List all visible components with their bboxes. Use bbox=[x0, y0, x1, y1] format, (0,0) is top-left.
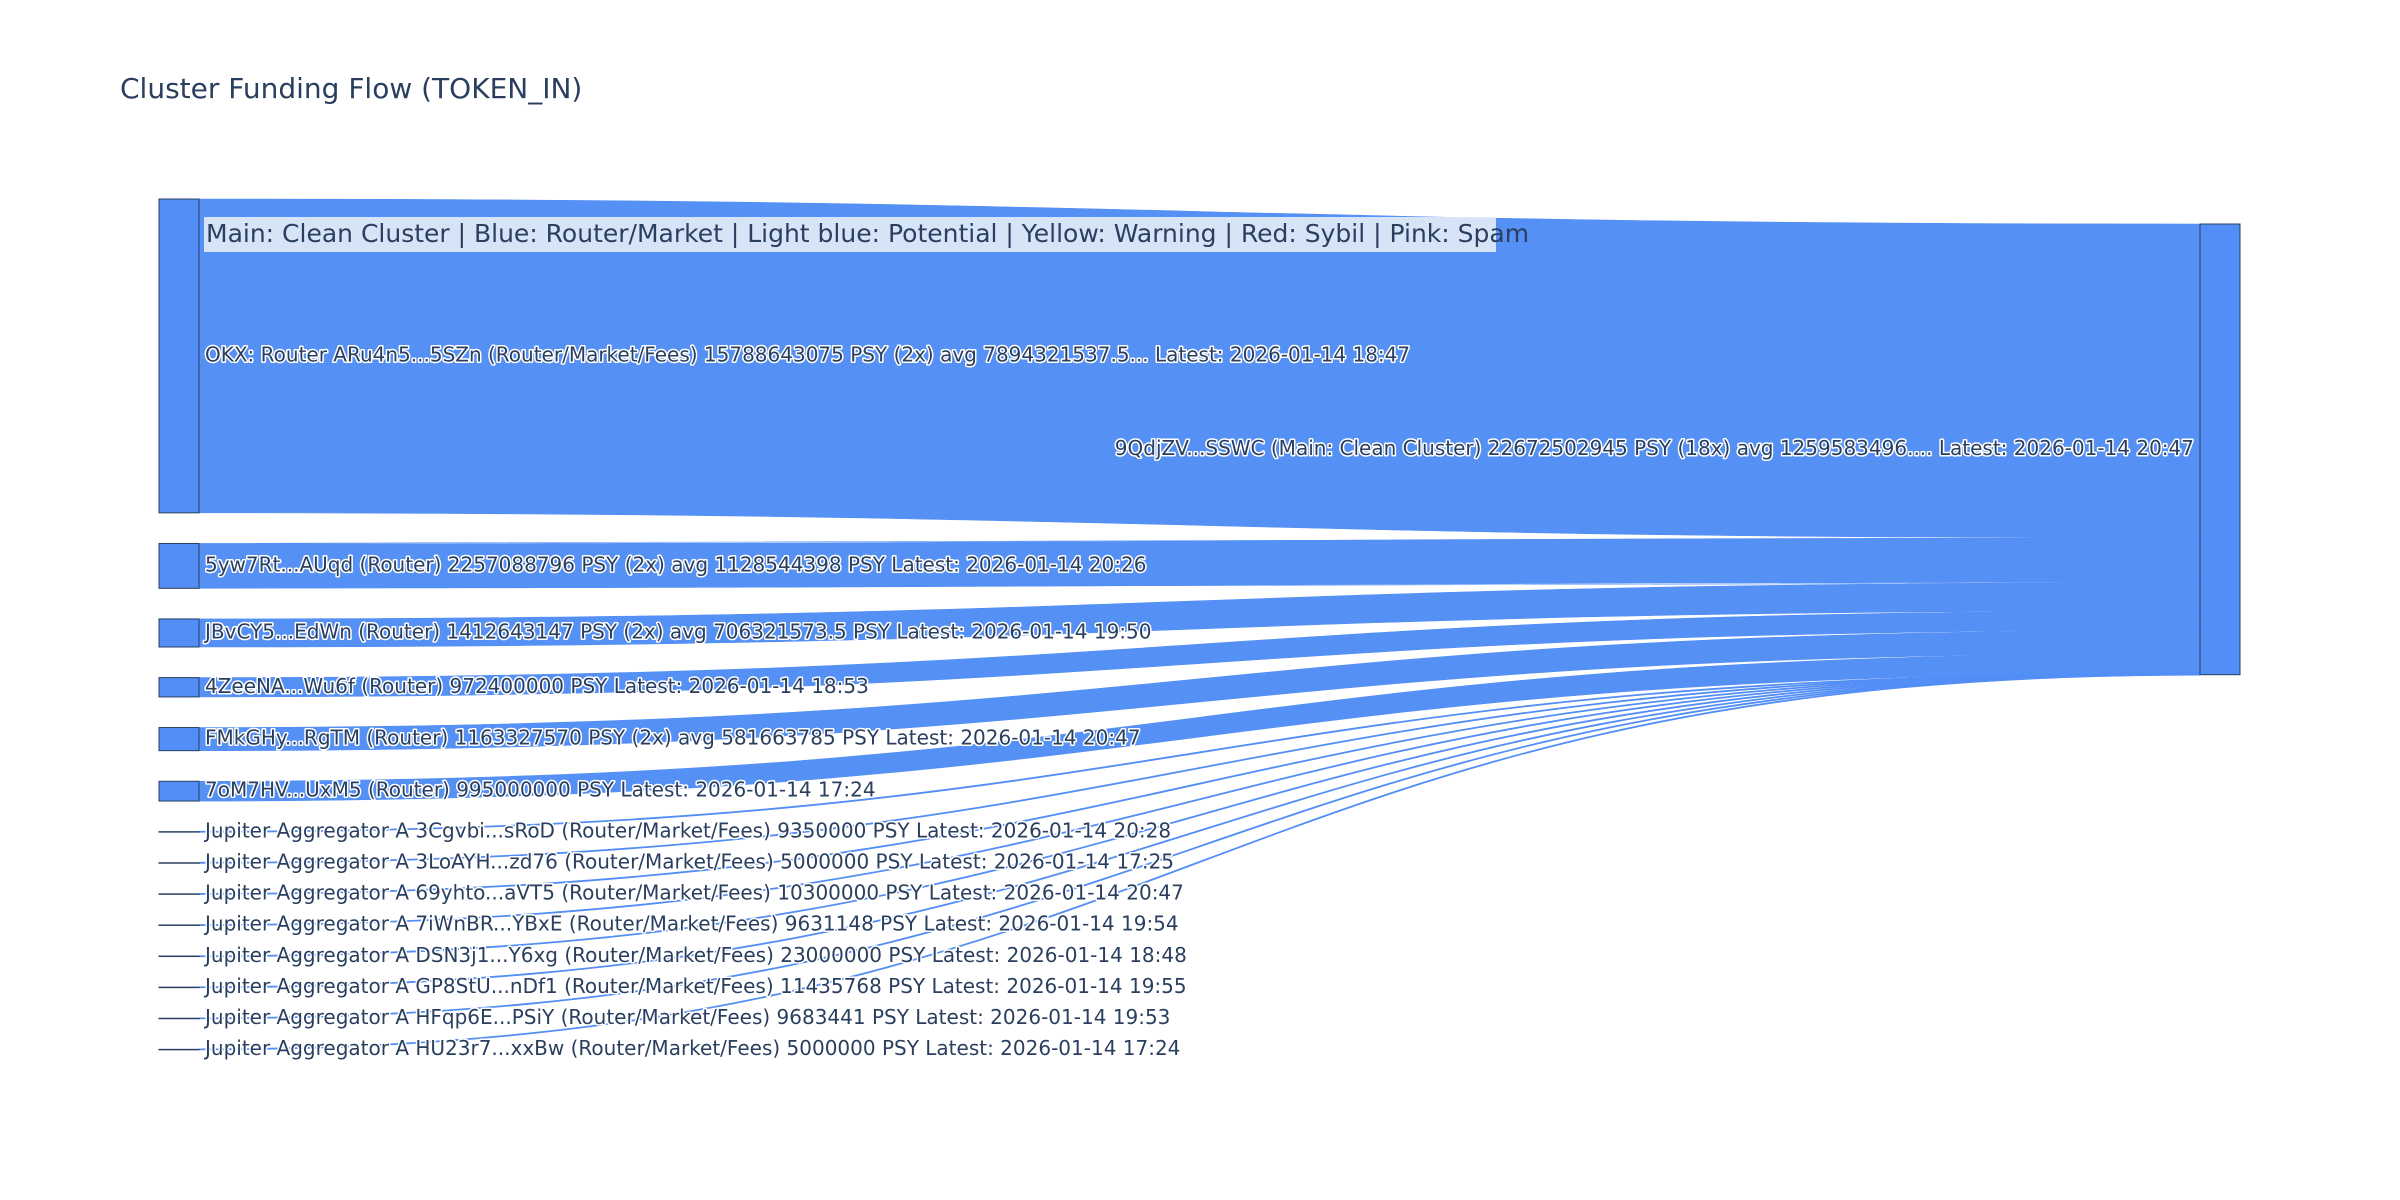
source-node bbox=[158, 198, 200, 514]
source-node bbox=[158, 831, 200, 833]
source-node bbox=[158, 1048, 200, 1051]
source-node bbox=[158, 780, 200, 802]
source-node bbox=[158, 955, 200, 958]
node-label: Jupiter Aggregator A 3LoAYH...zd76 (Rout… bbox=[203, 849, 1174, 873]
link bbox=[198, 673, 2201, 1020]
source-node bbox=[158, 862, 200, 864]
node-label: 5yw7Rt...AUqd (Router) 2257088796 PSY (2… bbox=[205, 552, 1146, 576]
source-node bbox=[158, 1017, 200, 1020]
source-node bbox=[158, 542, 200, 589]
source-node bbox=[158, 618, 200, 648]
labels: OKX: Router ARu4n5...5SZn (Router/Market… bbox=[202, 341, 2196, 1062]
node-label: FMkGHy...RgTM (Router) 1163327570 PSY (2… bbox=[205, 726, 1141, 750]
link bbox=[198, 672, 2201, 895]
node-label: Jupiter Aggregator A 7iWnBR...YBxE (Rout… bbox=[203, 912, 1179, 936]
node-label: Jupiter Aggregator A HFqp6E...PSiY (Rout… bbox=[203, 1005, 1170, 1029]
link bbox=[198, 672, 2201, 926]
node-label: OKX: Router ARu4n5...5SZn (Router/Market… bbox=[205, 342, 1410, 366]
annotation: Main: Clean Cluster | Blue: Router/Marke… bbox=[206, 219, 1529, 248]
node-label: JBvCY5...EdWn (Router) 1412643147 PSY (2… bbox=[203, 619, 1151, 643]
source-node bbox=[158, 924, 200, 926]
source-node bbox=[158, 727, 200, 752]
chart-title: Cluster Funding Flow (TOKEN_IN) bbox=[120, 72, 582, 105]
node-label: Jupiter Aggregator A 3Cgvbi...sRoD (Rout… bbox=[203, 818, 1171, 842]
annotation-box bbox=[204, 217, 1496, 252]
link bbox=[198, 673, 2201, 1051]
nodes bbox=[158, 198, 2241, 1051]
source-node bbox=[158, 893, 200, 895]
link bbox=[198, 672, 2201, 864]
link bbox=[198, 673, 2201, 958]
link bbox=[198, 673, 2201, 989]
source-node bbox=[158, 677, 200, 698]
node-label: Jupiter Aggregator A GP8StU...nDf1 (Rout… bbox=[203, 974, 1187, 998]
target-node bbox=[2199, 223, 2241, 676]
link bbox=[198, 672, 2201, 833]
node-label: Jupiter Aggregator A DSN3j1...Y6xg (Rout… bbox=[203, 943, 1187, 967]
node-label: 7oM7HV...UxM5 (Router) 995000000 PSY Lat… bbox=[205, 778, 876, 802]
links bbox=[198, 198, 2201, 1051]
node-label: Jupiter Aggregator A HU23r7...xxBw (Rout… bbox=[203, 1036, 1180, 1060]
node-label: 9QdjZV...SSWC (Main: Clean Cluster) 2267… bbox=[1115, 436, 2194, 460]
source-node bbox=[158, 986, 200, 989]
node-label: Jupiter Aggregator A 69yhto...aVT5 (Rout… bbox=[203, 881, 1184, 905]
node-label: 4ZeeNA...Wu6f (Router) 972400000 PSY Lat… bbox=[205, 674, 869, 698]
